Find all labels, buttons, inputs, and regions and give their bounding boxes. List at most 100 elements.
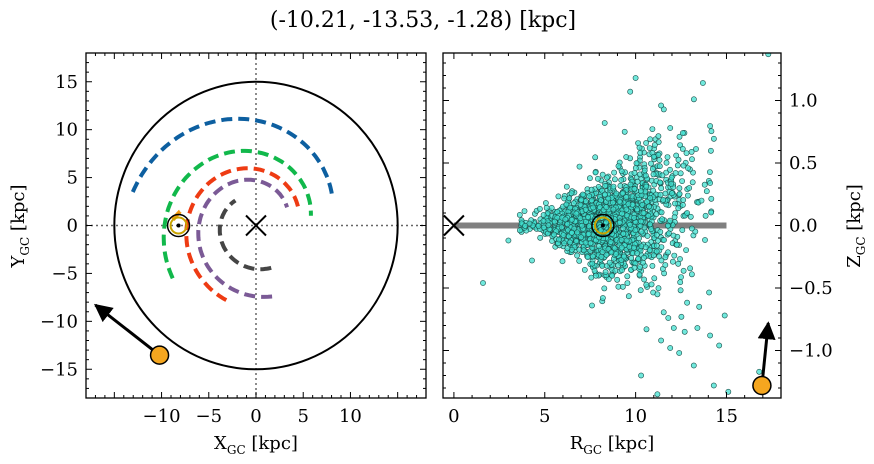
star-point — [707, 180, 713, 186]
star-point — [576, 246, 583, 253]
star-point — [568, 229, 575, 236]
star-point — [710, 382, 717, 389]
star-point — [604, 174, 610, 181]
star-point — [662, 262, 669, 268]
star-point — [663, 159, 670, 166]
star-point — [620, 283, 626, 290]
star-point — [516, 211, 523, 218]
rz-galactic-center-marker — [443, 214, 465, 237]
star-point — [610, 206, 617, 213]
star-point — [588, 197, 595, 204]
star-point — [660, 309, 667, 316]
star-point — [614, 276, 621, 283]
star-point — [609, 272, 616, 279]
star-point — [671, 214, 678, 220]
star-point — [576, 163, 583, 170]
star-point — [668, 174, 675, 181]
star-point — [521, 208, 528, 214]
star-point — [619, 190, 626, 197]
star-point — [637, 149, 644, 156]
star-point — [637, 287, 644, 294]
xy-y-tick-label: 0 — [67, 216, 78, 237]
star-point — [543, 200, 549, 206]
star-point — [607, 239, 614, 245]
star-point — [632, 75, 639, 81]
rz-velocity-arrow — [757, 321, 776, 386]
star-point — [535, 222, 542, 229]
rz-sun-center-dot — [600, 223, 605, 228]
star-point — [672, 200, 678, 207]
star-point — [643, 183, 650, 190]
star-point — [593, 272, 599, 279]
star-point — [505, 237, 512, 244]
star-point — [653, 242, 660, 249]
star-point — [694, 325, 701, 331]
star-point — [649, 165, 656, 172]
star-point — [623, 206, 630, 213]
xy-plot-area — [86, 53, 426, 398]
star-point — [618, 236, 625, 243]
star-point — [632, 165, 639, 171]
star-point — [574, 252, 580, 259]
rz-target-star — [752, 375, 772, 396]
star-point — [646, 145, 653, 151]
sun-center-dot — [176, 223, 181, 228]
rz-plot-area — [443, 53, 776, 398]
star-point — [567, 239, 573, 246]
star-point — [663, 169, 670, 176]
star-point — [631, 185, 638, 192]
star-point — [599, 171, 606, 178]
star-point — [559, 258, 566, 265]
star-point — [631, 170, 638, 176]
star-point — [631, 214, 637, 221]
star-point — [658, 337, 664, 344]
star-point — [674, 162, 681, 169]
xy-y-tick-label: −10 — [40, 311, 78, 332]
star-point — [564, 221, 571, 228]
star-point — [690, 362, 697, 369]
galactic-center-marker — [245, 214, 267, 237]
star-point — [650, 153, 657, 160]
star-point — [562, 216, 569, 223]
star-point — [655, 139, 662, 145]
xy-y-tick-label: 10 — [55, 120, 78, 141]
star-point — [540, 224, 547, 231]
star-point — [627, 221, 633, 228]
star-point — [585, 214, 591, 220]
star-point — [588, 186, 595, 193]
star-point — [573, 238, 580, 244]
star-point — [679, 178, 685, 184]
star-point — [672, 170, 679, 176]
star-point — [671, 252, 678, 259]
star-point — [529, 257, 535, 264]
star-point — [558, 224, 565, 231]
star-point — [657, 179, 663, 186]
xy-target-star — [149, 345, 170, 365]
star-point — [522, 222, 528, 229]
star-point — [605, 195, 612, 202]
star-point — [708, 128, 715, 135]
star-point — [540, 212, 547, 218]
star-point — [647, 221, 653, 228]
star-point — [639, 201, 646, 208]
star-point — [591, 267, 598, 274]
star-point — [561, 240, 568, 247]
star-point — [707, 123, 713, 129]
star-point — [656, 157, 663, 163]
star-point — [612, 267, 619, 274]
xy-x-tick-label: −10 — [143, 406, 181, 427]
star-point — [656, 163, 663, 170]
star-point — [578, 234, 584, 241]
star-point — [634, 178, 641, 185]
star-point — [665, 249, 671, 256]
star-point — [641, 167, 648, 174]
star-point — [611, 169, 617, 176]
star-point — [589, 260, 596, 267]
star-point — [545, 222, 552, 229]
figure-title: (-10.21, -13.53, -1.28) [kpc] — [270, 8, 576, 33]
star-point — [680, 202, 686, 208]
star-point — [556, 236, 562, 243]
star-point — [623, 237, 630, 244]
star-point — [721, 312, 728, 319]
spiral-arm-5 — [196, 177, 289, 299]
